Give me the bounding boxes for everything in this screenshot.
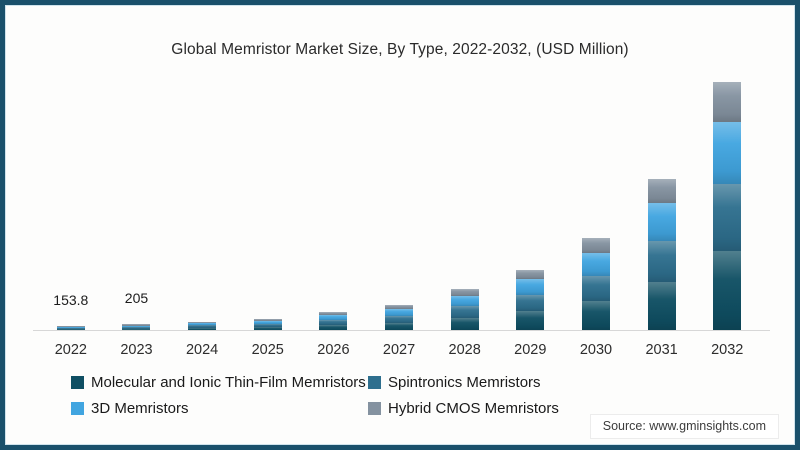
bar-segment [319, 320, 348, 326]
stacked-bar [319, 312, 348, 331]
bar-2026 [301, 75, 367, 331]
bar-segment [188, 328, 217, 331]
x-axis-label-2024: 2024 [185, 342, 219, 358]
legend-swatch-spintronics [368, 375, 381, 389]
bar-segment [713, 251, 742, 331]
bar-segment [56, 328, 85, 330]
x-axis-label-2030: 2030 [579, 342, 613, 358]
x-axis-label-2032: 2032 [711, 342, 744, 358]
source-text: Source: www.gminsights.com [602, 419, 766, 433]
x-axis-label-2028: 2028 [448, 342, 481, 358]
bar-segment [647, 282, 676, 331]
bar-segment [385, 305, 414, 310]
legend-item-3d: 3D Memristors [71, 400, 368, 417]
bar-segment [385, 309, 414, 316]
bar-2028 [432, 75, 498, 331]
bar-segment [450, 295, 479, 307]
legend: Molecular and Ionic Thin-Film Memristors… [71, 369, 559, 421]
plot-area: 153.8 205 [38, 75, 760, 331]
x-axis-label-2022: 2022 [54, 342, 87, 358]
bar-segment [122, 327, 151, 329]
bar-segment [581, 276, 610, 302]
x-axis-label-2025: 2025 [251, 342, 284, 358]
bar-2023: 205 [104, 75, 170, 331]
bar-segment [253, 323, 282, 327]
bar-segment [319, 312, 348, 316]
bar-segment [516, 311, 545, 331]
legend-label-3d: 3D Memristors [91, 399, 189, 417]
x-axis-label-2027: 2027 [382, 342, 416, 358]
bar-segment [56, 326, 85, 327]
bar-segment [188, 321, 217, 324]
stacked-bar [122, 324, 151, 331]
bar-segment [56, 326, 85, 329]
bar-segment [122, 328, 151, 331]
bar-segment [450, 289, 479, 296]
legend-swatch-3d [71, 401, 84, 415]
legend-label-hybrid-cmos: Hybrid CMOS Memristors [388, 399, 559, 417]
bar-segment [385, 315, 414, 323]
x-axis-label-2026: 2026 [317, 342, 350, 358]
bar-segment [122, 324, 151, 326]
bar-segment [647, 178, 676, 203]
legend-item-spintronics: Spintronics Memristors [368, 374, 559, 391]
legend-item-molecular: Molecular and Ionic Thin-Film Memristors [71, 374, 368, 391]
legend-label-spintronics: Spintronics Memristors [388, 373, 541, 391]
stacked-bar [450, 289, 479, 331]
bar-2024 [169, 75, 235, 331]
bar-segment [581, 253, 610, 277]
legend-swatch-hybrid-cmos [368, 401, 381, 415]
bar-segment [188, 323, 217, 326]
bar-segment [713, 82, 742, 122]
bar-segment [450, 306, 479, 318]
x-axis-label-2023: 2023 [120, 342, 153, 358]
bar-segment [385, 322, 414, 331]
bar-2029 [497, 75, 563, 331]
stacked-bar [516, 269, 545, 331]
bar-segment [516, 269, 545, 280]
bar-segment [581, 301, 610, 331]
bar-segment [581, 238, 610, 254]
bar-segment [713, 121, 742, 185]
legend-label-molecular: Molecular and Ionic Thin-Film Memristors [91, 373, 366, 391]
bar-segment [253, 327, 282, 331]
bar-2032 [694, 75, 760, 331]
bar-segment [319, 315, 348, 321]
bar-segment [122, 325, 151, 328]
legend-item-hybrid-cmos: Hybrid CMOS Memristors [368, 400, 559, 417]
bar-segment [319, 325, 348, 331]
bar-segment [253, 320, 282, 324]
legend-swatch-molecular [71, 375, 84, 389]
bar-segment [647, 202, 676, 241]
bar-2030 [563, 75, 629, 331]
x-axis-label-2029: 2029 [514, 342, 547, 358]
x-axis-label-2031: 2031 [645, 342, 678, 358]
stacked-bar [713, 82, 742, 331]
x-axis: 2022 2023 2024 2025 2026 2027 2028 2029 2030 2031… [38, 342, 760, 358]
bar-2025 [235, 75, 301, 331]
bar-segment [647, 240, 676, 283]
x-axis-line [33, 330, 770, 331]
chart-title: Global Memristor Market Size, By Type, 2… [171, 41, 629, 58]
bar-segment [450, 317, 479, 331]
bar-segment [713, 184, 742, 252]
bar-segment [253, 318, 282, 321]
stacked-bar [647, 178, 676, 331]
stacked-bar [385, 305, 414, 331]
bar-segment [516, 294, 545, 312]
stacked-bar [188, 321, 217, 331]
bar-value-label-2022: 153.8 [53, 292, 89, 309]
stacked-bar [581, 238, 610, 331]
bar-segment [188, 325, 217, 328]
bar-2031 [629, 75, 695, 331]
source-box: Source: www.gminsights.com [589, 414, 779, 439]
bar-segment [516, 279, 545, 295]
bar-value-label-2023: 205 [124, 290, 149, 307]
bar-2027 [366, 75, 432, 331]
stacked-bar [253, 318, 282, 331]
